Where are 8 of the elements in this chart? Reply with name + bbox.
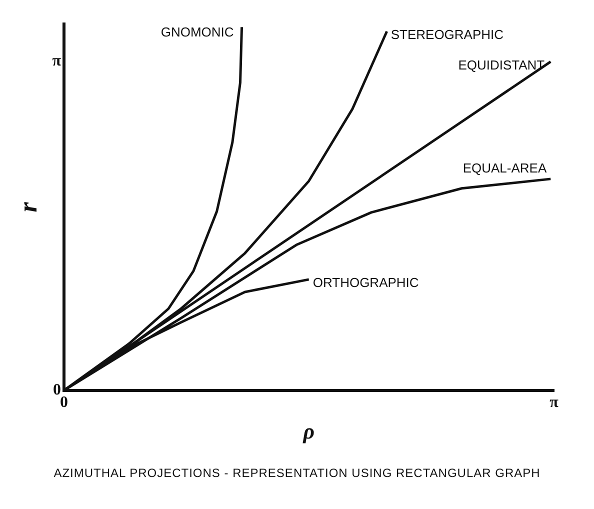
series-label: EQUAL-AREA [462,160,547,176]
text: AZIMUTHAL PROJECTIONS - REPRESENTATION USING RECTANGULAR GRAPH [52,466,542,480]
series-label: GNOMONIC [160,24,234,40]
series-label: STEREOGRAPHIC [390,26,504,42]
y-axis-title: r [13,201,42,212]
series-label: EQUIDISTANT [458,57,545,72]
x-axis-title: ρ [302,418,315,444]
series-label: ORTHOGRAPHIC [312,275,419,290]
